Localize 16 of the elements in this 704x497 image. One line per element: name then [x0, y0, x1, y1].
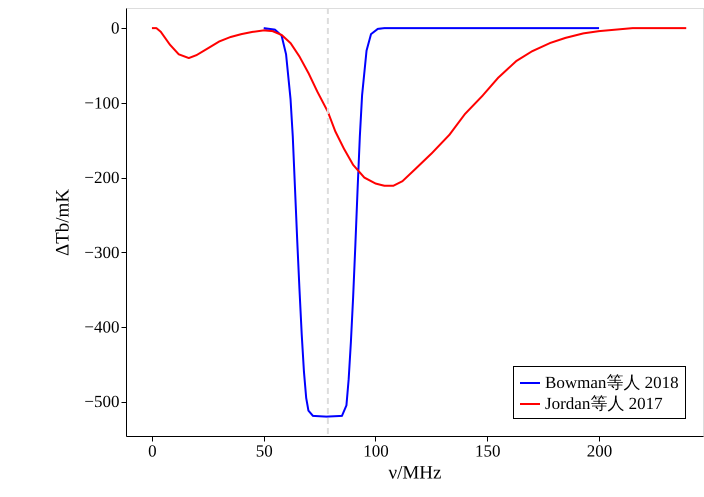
legend-label: Jordan等人 2017: [545, 394, 664, 413]
x-tick-label: 150: [475, 442, 501, 460]
y-tick-label: −400: [84, 317, 120, 336]
legend-label: Bowman等人 2018: [545, 373, 679, 392]
x-tick-label: 200: [586, 442, 612, 460]
y-tick-label: −100: [84, 93, 120, 112]
y-tick-label: −300: [84, 242, 120, 262]
x-tick-label: 50: [256, 442, 273, 460]
x-axis-title: ν/MHz: [388, 462, 442, 484]
line-series: [150, 27, 688, 187]
y-tick-label: 0: [111, 18, 120, 38]
y-tick-label: −500: [84, 392, 120, 412]
x-tick-label: 100: [363, 442, 389, 460]
x-tick-label: 0: [148, 442, 157, 460]
y-tick-label: −200: [84, 168, 120, 188]
y-axis-title: ΔTb/mK: [52, 188, 74, 256]
